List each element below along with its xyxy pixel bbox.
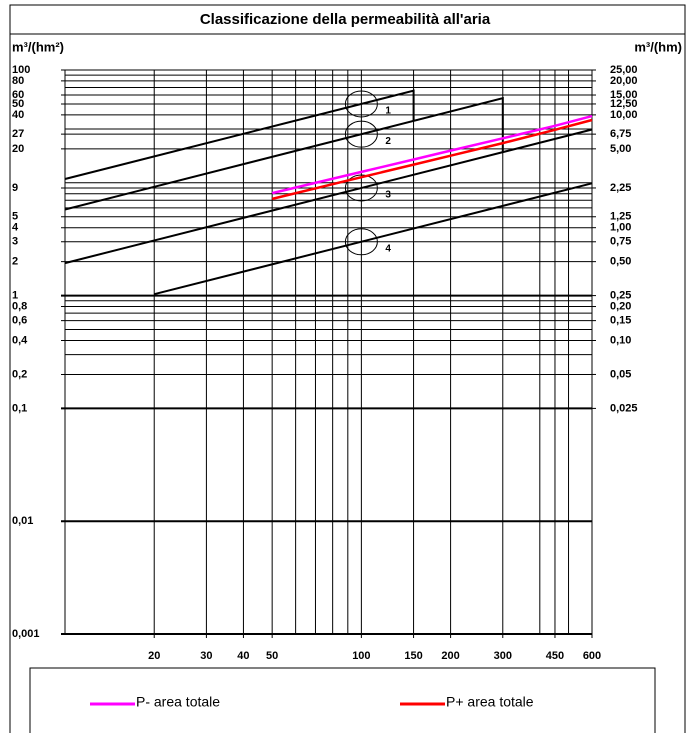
y-tick-label: 60 [12,89,24,101]
x-tick-label: 30 [200,650,212,662]
class-marker [344,174,378,202]
class-line [153,182,593,296]
x-tick-label: 450 [546,650,564,662]
y-tick-label: 40 [12,109,24,121]
y2-tick-label: 1,25 [610,211,631,223]
y-tick-label: 27 [12,128,24,140]
class-label: 3 [385,190,391,201]
y2-tick-label: 15,00 [610,89,638,101]
y-tick-label: 50 [12,98,24,110]
y2-tick-label: 0,50 [610,256,631,268]
y-tick-label: 0,8 [12,300,27,312]
y2-tick-label: 0,05 [610,368,631,380]
legend-label: P- area totale [136,694,220,710]
class-marker [344,90,378,118]
legend-label: P+ area totale [446,694,534,710]
y-tick-label: 20 [12,143,24,155]
y-tick-label: 0,001 [12,628,40,640]
class-marker [344,228,378,256]
y-tick-label: 100 [12,64,30,76]
y2-tick-label: 0,025 [610,402,638,414]
class-marker [344,120,378,148]
y2-tick-label: 0,15 [610,315,631,327]
y2-tick-label: 25,00 [610,64,638,76]
y2-tick-label: 12,50 [610,98,638,110]
series-line [271,118,593,201]
y2-tick-label: 0,75 [610,236,631,248]
class-label: 4 [385,243,391,254]
y-tick-label: 3 [12,236,18,248]
x-tick-label: 20 [148,650,160,662]
y2-tick-label: 20,00 [610,75,638,87]
y-tick-label: 4 [12,222,19,234]
class-label: 1 [385,106,391,117]
chart-frame [9,4,686,733]
y2-tick-label: 1,00 [610,222,631,234]
x-tick-label: 200 [441,650,459,662]
x-tick-label: 50 [266,650,278,662]
y-tick-label: 9 [12,182,18,194]
y-tick-label: 0,2 [12,368,27,380]
y-axis-label: m³/(hm²) [12,39,64,54]
y2-tick-label: 0,20 [610,300,631,312]
y-tick-label: 2 [12,256,18,268]
y-tick-label: 5 [12,211,18,223]
x-tick-label: 150 [404,650,422,662]
y2-tick-label: 0,25 [610,290,631,302]
series-line [271,114,593,195]
y-tick-label: 0,1 [12,402,27,414]
y2-tick-label: 6,75 [610,128,631,140]
chart-title: Classificazione della permeabilità all'a… [200,11,491,28]
x-tick-label: 600 [583,650,601,662]
y-tick-label: 80 [12,75,24,87]
y2-tick-label: 10,00 [610,109,638,121]
y-tick-label: 0,4 [12,334,28,346]
y2-axis-label: m³/(hm) [634,39,682,54]
class-line [64,89,415,180]
x-tick-label: 40 [237,650,249,662]
y2-tick-label: 2,25 [610,182,631,194]
x-tick-label: 100 [352,650,370,662]
class-line [64,128,593,265]
x-tick-label: 300 [494,650,512,662]
class-line [64,96,504,211]
y-tick-label: 1 [12,290,18,302]
y-tick-label: 0,6 [12,315,27,327]
plot-area [64,69,593,635]
y2-tick-label: 0,10 [610,334,631,346]
class-label: 2 [385,136,391,147]
y2-tick-label: 5,00 [610,143,631,155]
y-tick-label: 0,01 [12,515,33,527]
legend-box [29,667,656,733]
